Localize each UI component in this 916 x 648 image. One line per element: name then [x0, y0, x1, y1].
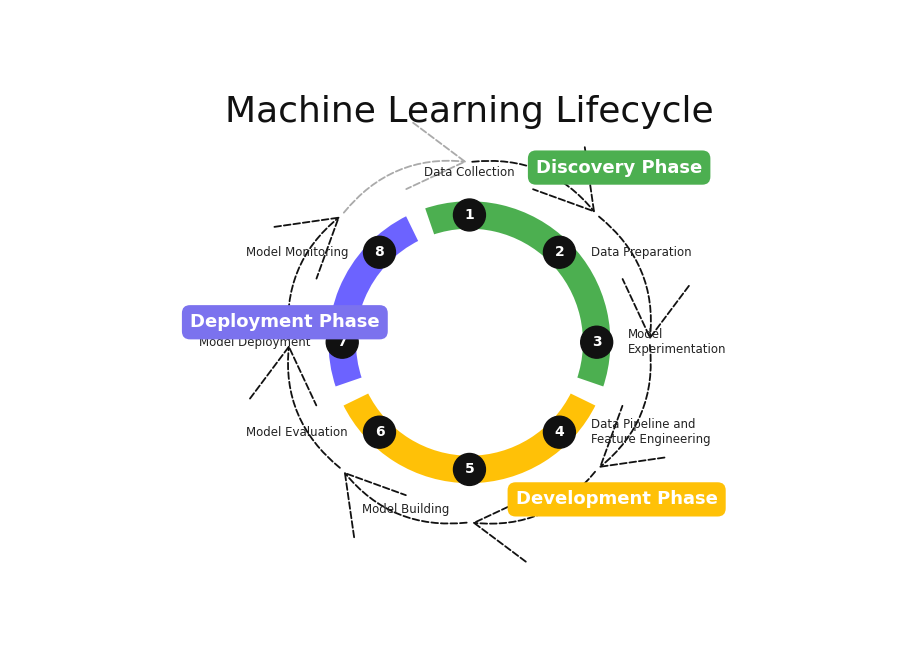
- FancyArrowPatch shape: [344, 122, 465, 213]
- Text: 1: 1: [464, 208, 474, 222]
- Text: Discovery Phase: Discovery Phase: [536, 159, 703, 176]
- FancyArrowPatch shape: [599, 216, 689, 338]
- Text: Data Preparation: Data Preparation: [591, 246, 692, 259]
- Wedge shape: [327, 214, 420, 389]
- Text: 7: 7: [337, 335, 347, 349]
- Wedge shape: [423, 200, 612, 389]
- Text: Machine Learning Lifecycle: Machine Learning Lifecycle: [225, 95, 714, 129]
- Circle shape: [543, 237, 575, 268]
- Text: 4: 4: [554, 425, 564, 439]
- Text: Model Building: Model Building: [362, 503, 450, 516]
- Text: Data Pipeline and
Feature Engineering: Data Pipeline and Feature Engineering: [591, 418, 711, 446]
- Text: Model Evaluation: Model Evaluation: [246, 426, 348, 439]
- Text: 5: 5: [464, 463, 474, 476]
- Circle shape: [364, 237, 396, 268]
- Circle shape: [543, 416, 575, 448]
- Text: Model Monitoring: Model Monitoring: [245, 246, 348, 259]
- Text: Development Phase: Development Phase: [516, 491, 717, 509]
- Text: Model Deployment: Model Deployment: [200, 336, 311, 349]
- Circle shape: [453, 199, 485, 231]
- Text: Data Collection: Data Collection: [424, 166, 515, 179]
- Circle shape: [453, 454, 485, 485]
- Text: 3: 3: [592, 335, 602, 349]
- Text: Deployment Phase: Deployment Phase: [190, 313, 379, 331]
- Text: Model
Experimentation: Model Experimentation: [628, 328, 726, 356]
- Circle shape: [364, 416, 396, 448]
- Circle shape: [581, 326, 613, 358]
- FancyArrowPatch shape: [250, 347, 340, 468]
- FancyArrowPatch shape: [600, 345, 664, 467]
- FancyArrowPatch shape: [275, 218, 339, 340]
- Text: 2: 2: [554, 245, 564, 259]
- FancyArrowPatch shape: [473, 147, 594, 211]
- FancyArrowPatch shape: [345, 473, 466, 537]
- Wedge shape: [341, 391, 598, 485]
- Text: 6: 6: [375, 425, 385, 439]
- FancyArrowPatch shape: [474, 472, 595, 562]
- Text: 8: 8: [375, 245, 385, 259]
- Circle shape: [326, 326, 358, 358]
